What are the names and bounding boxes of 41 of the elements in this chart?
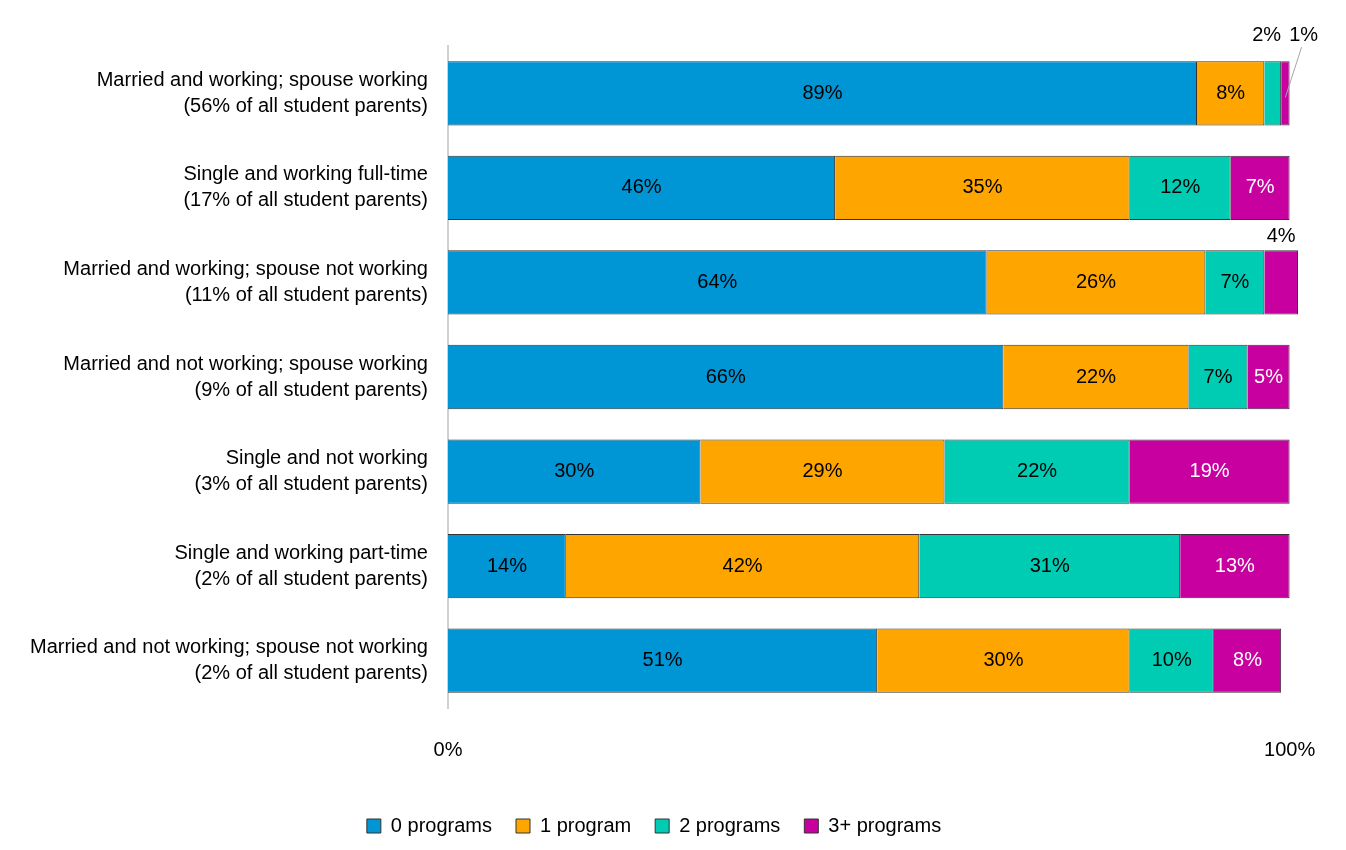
y-tick-label: Married and working; spouse working (56% of all student parents): [96, 67, 428, 116]
data-label: 46%: [621, 175, 662, 198]
data-label: 10%: [1151, 648, 1192, 671]
data-label: 30%: [554, 459, 595, 482]
data-label: 7%: [1245, 175, 1275, 198]
data-label: 12%: [1160, 175, 1201, 198]
data-label: 31%: [1029, 553, 1070, 576]
data-label: 5%: [1254, 364, 1284, 387]
y-tick-label: Married and not working; spouse working (9% of all student parents): [63, 351, 428, 400]
data-label: 22%: [1076, 364, 1117, 387]
data-label: 66%: [705, 364, 746, 387]
legend-label: 1 program: [540, 813, 632, 836]
y-tick-label: Married and working; spouse not working (11% of all student parents): [63, 256, 428, 305]
data-label: 51%: [642, 648, 683, 671]
data-label: 14%: [486, 553, 528, 576]
data-label: 7%: [1220, 269, 1250, 292]
data-label: 22%: [1017, 459, 1058, 482]
data-label: 35%: [962, 175, 1003, 198]
data-label: 7%: [1203, 364, 1233, 387]
data-label: 1%: [1289, 22, 1319, 45]
data-label: 29%: [802, 459, 843, 482]
data-label: 19%: [1189, 459, 1230, 482]
data-label: 64%: [697, 269, 738, 292]
data-label: 42%: [722, 553, 763, 576]
legend-label: 3+ programs: [828, 813, 942, 836]
data-label: 8%: [1233, 648, 1263, 671]
data-label: 4%: [1266, 223, 1296, 246]
legend-label: 2 programs: [679, 813, 781, 836]
data-label: 8%: [1216, 80, 1246, 103]
data-label: 13%: [1214, 553, 1256, 576]
y-tick-label: Single and not working (3% of all student parents): [194, 446, 428, 495]
data-label: 26%: [1076, 269, 1117, 292]
x-tick-label: 0%: [433, 737, 463, 760]
y-tick-label: Single and working part-time (2% of all student parents): [174, 540, 428, 589]
data-label: 30%: [983, 648, 1024, 671]
y-tick-label: Single and working full-time (17% of all student parents): [183, 162, 428, 211]
data-label: 89%: [802, 80, 843, 103]
x-tick-label: 100%: [1264, 737, 1316, 760]
y-tick-label: Married and not working; spouse not working (2% of all student parents): [29, 635, 428, 684]
legend-label: 0 programs: [390, 813, 493, 836]
data-label: 2%: [1252, 22, 1282, 45]
